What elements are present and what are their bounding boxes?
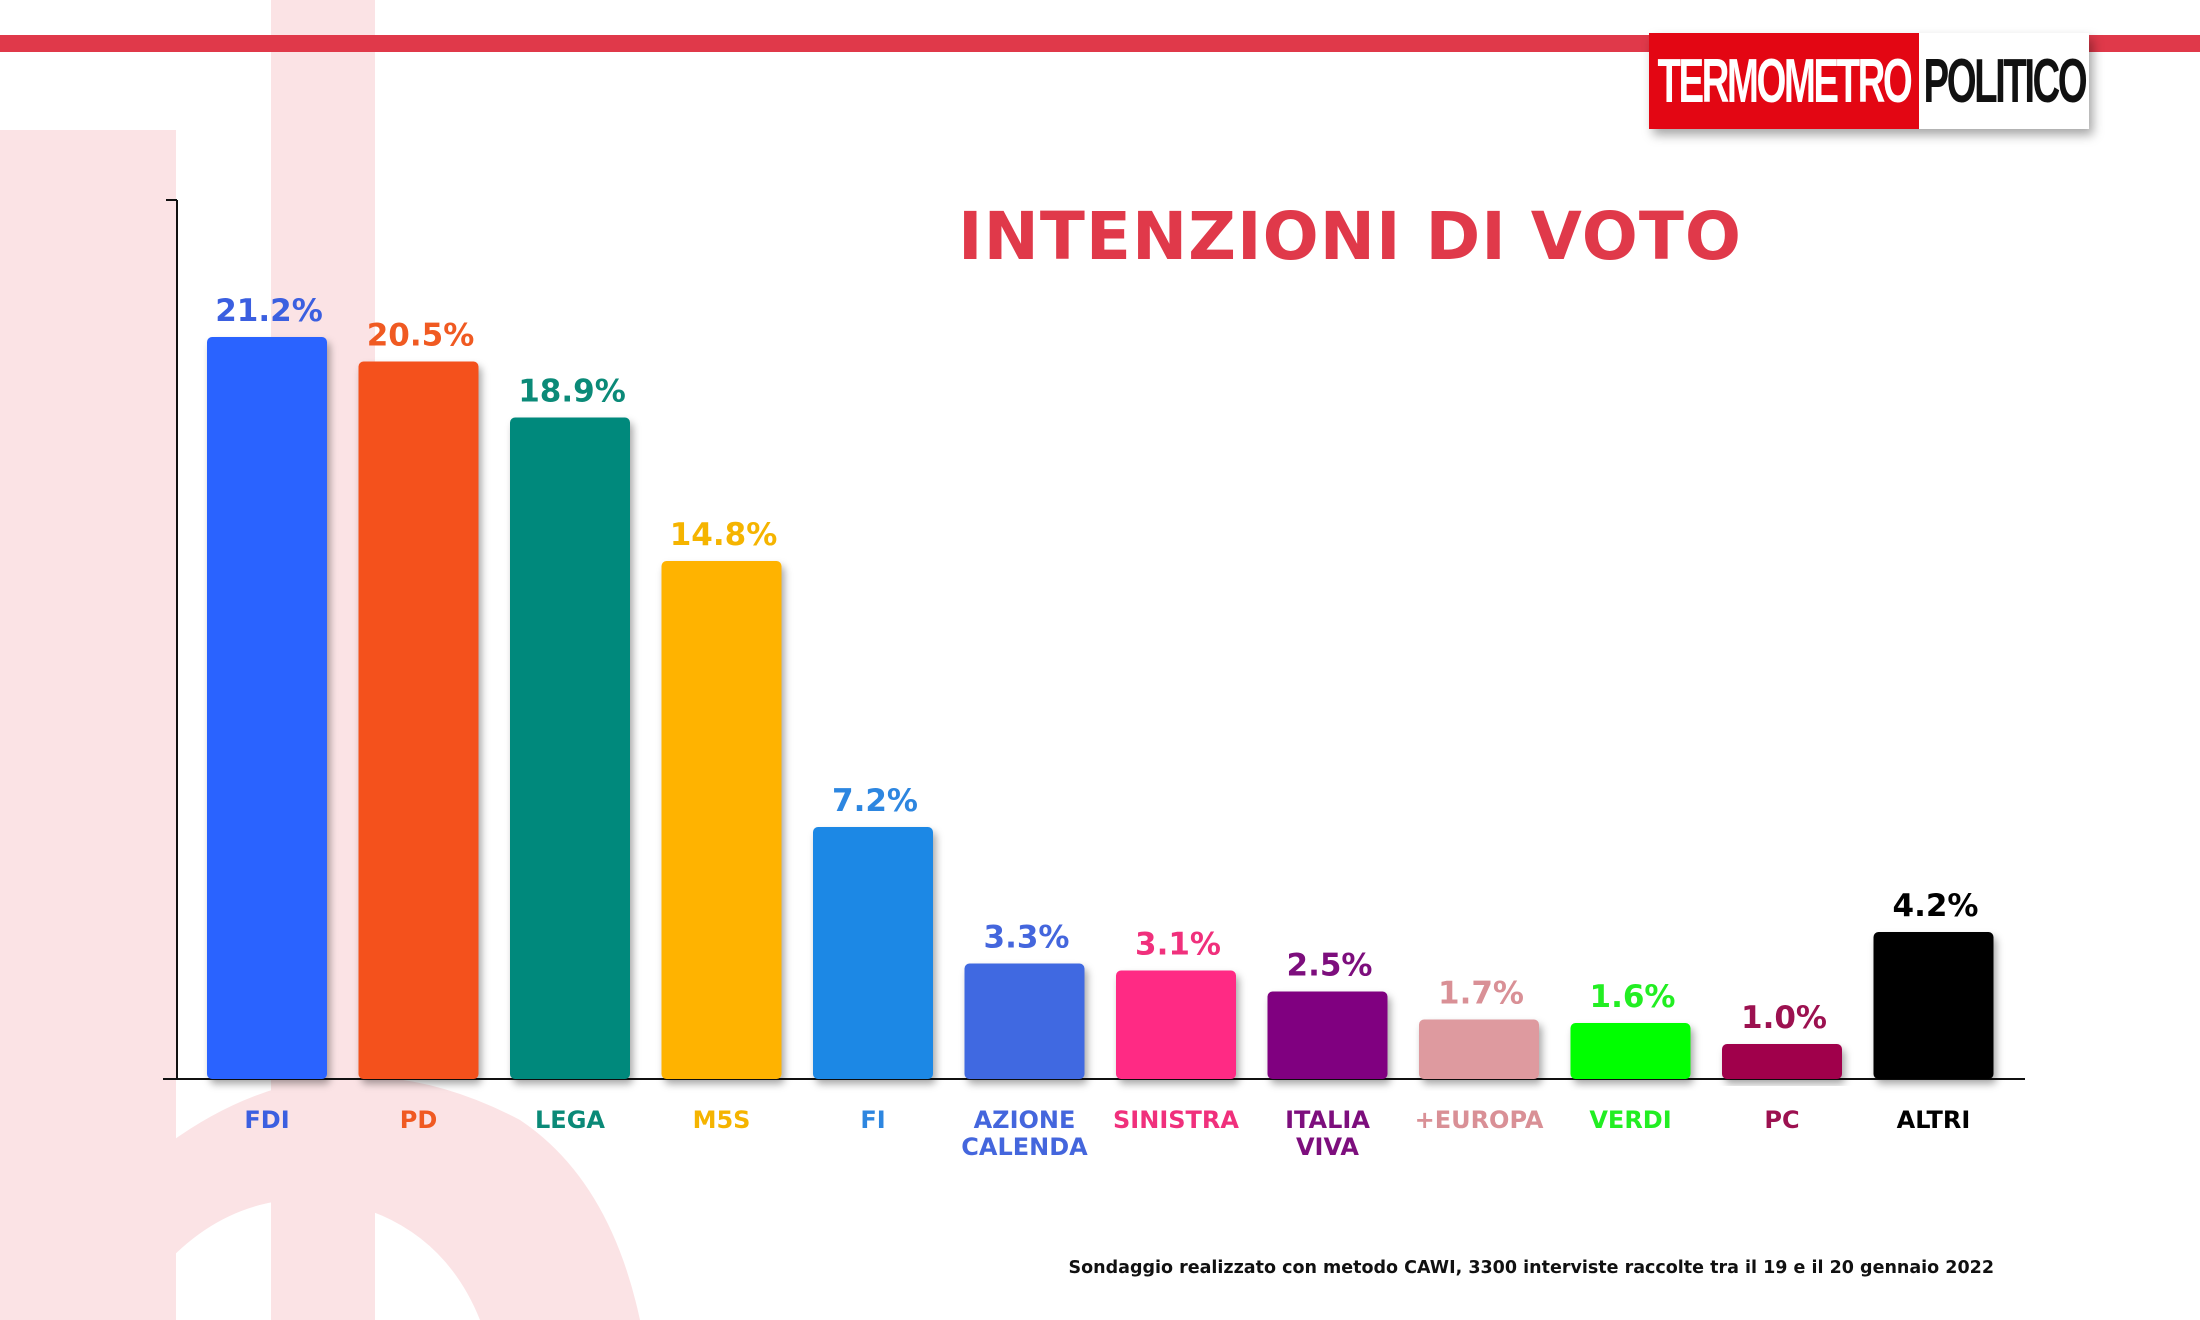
bar-lega xyxy=(510,417,630,1079)
category-tick-label: LEGA xyxy=(535,1106,605,1134)
category-tick-label: M5S xyxy=(693,1106,751,1134)
value-label: 21.2% xyxy=(215,293,323,329)
bar-sinistra xyxy=(1116,970,1236,1079)
category-tick-label: ITALIA VIVA xyxy=(1285,1106,1370,1161)
value-label: 1.7% xyxy=(1438,976,1524,1012)
bar-verdi xyxy=(1570,1023,1691,1079)
value-label: 20.5% xyxy=(367,318,475,354)
termometro-politico-logo: TERMOMETRO POLITICO xyxy=(1649,33,2089,129)
survey-footnote: Sondaggio realizzato con metodo CAWI, 33… xyxy=(1068,1258,1994,1278)
value-label: 1.6% xyxy=(1590,979,1676,1015)
category-tick-label: PC xyxy=(1764,1106,1799,1134)
bar-plus-europa xyxy=(1419,1019,1539,1079)
category-tick-label: VERDI xyxy=(1589,1106,1671,1134)
value-label: 3.1% xyxy=(1135,927,1221,963)
value-label: 4.2% xyxy=(1893,888,1979,924)
bar-m5s xyxy=(661,561,782,1079)
chart-title: INTENZIONI DI VOTO xyxy=(958,198,1742,275)
bar-altri xyxy=(1873,932,1994,1079)
category-tick-label: ALTRI xyxy=(1897,1106,1971,1134)
value-label: 2.5% xyxy=(1287,948,1373,984)
category-tick-label: FI xyxy=(860,1106,885,1134)
bar-pd xyxy=(358,361,479,1079)
category-tick-label: AZIONE CALENDA xyxy=(961,1106,1088,1161)
bar-fi xyxy=(813,827,933,1079)
category-tick-label: SINISTRA xyxy=(1113,1106,1239,1134)
category-tick-label: PD xyxy=(400,1106,438,1134)
bar-azione-calenda xyxy=(964,963,1085,1079)
bar-pc xyxy=(1722,1044,1842,1079)
logo-part-2: POLITICO xyxy=(1919,33,2089,129)
value-label: 18.9% xyxy=(518,374,626,410)
bar-fdi xyxy=(207,337,327,1079)
category-tick-label: +EUROPA xyxy=(1415,1106,1544,1134)
value-label: 14.8% xyxy=(670,517,778,553)
category-tick-label: FDI xyxy=(244,1106,289,1134)
value-label: 1.0% xyxy=(1741,1000,1827,1036)
logo-part-1: TERMOMETRO xyxy=(1649,33,1919,129)
bar-italia-viva xyxy=(1267,991,1388,1079)
value-label: 3.3% xyxy=(984,920,1070,956)
value-label: 7.2% xyxy=(832,783,918,819)
